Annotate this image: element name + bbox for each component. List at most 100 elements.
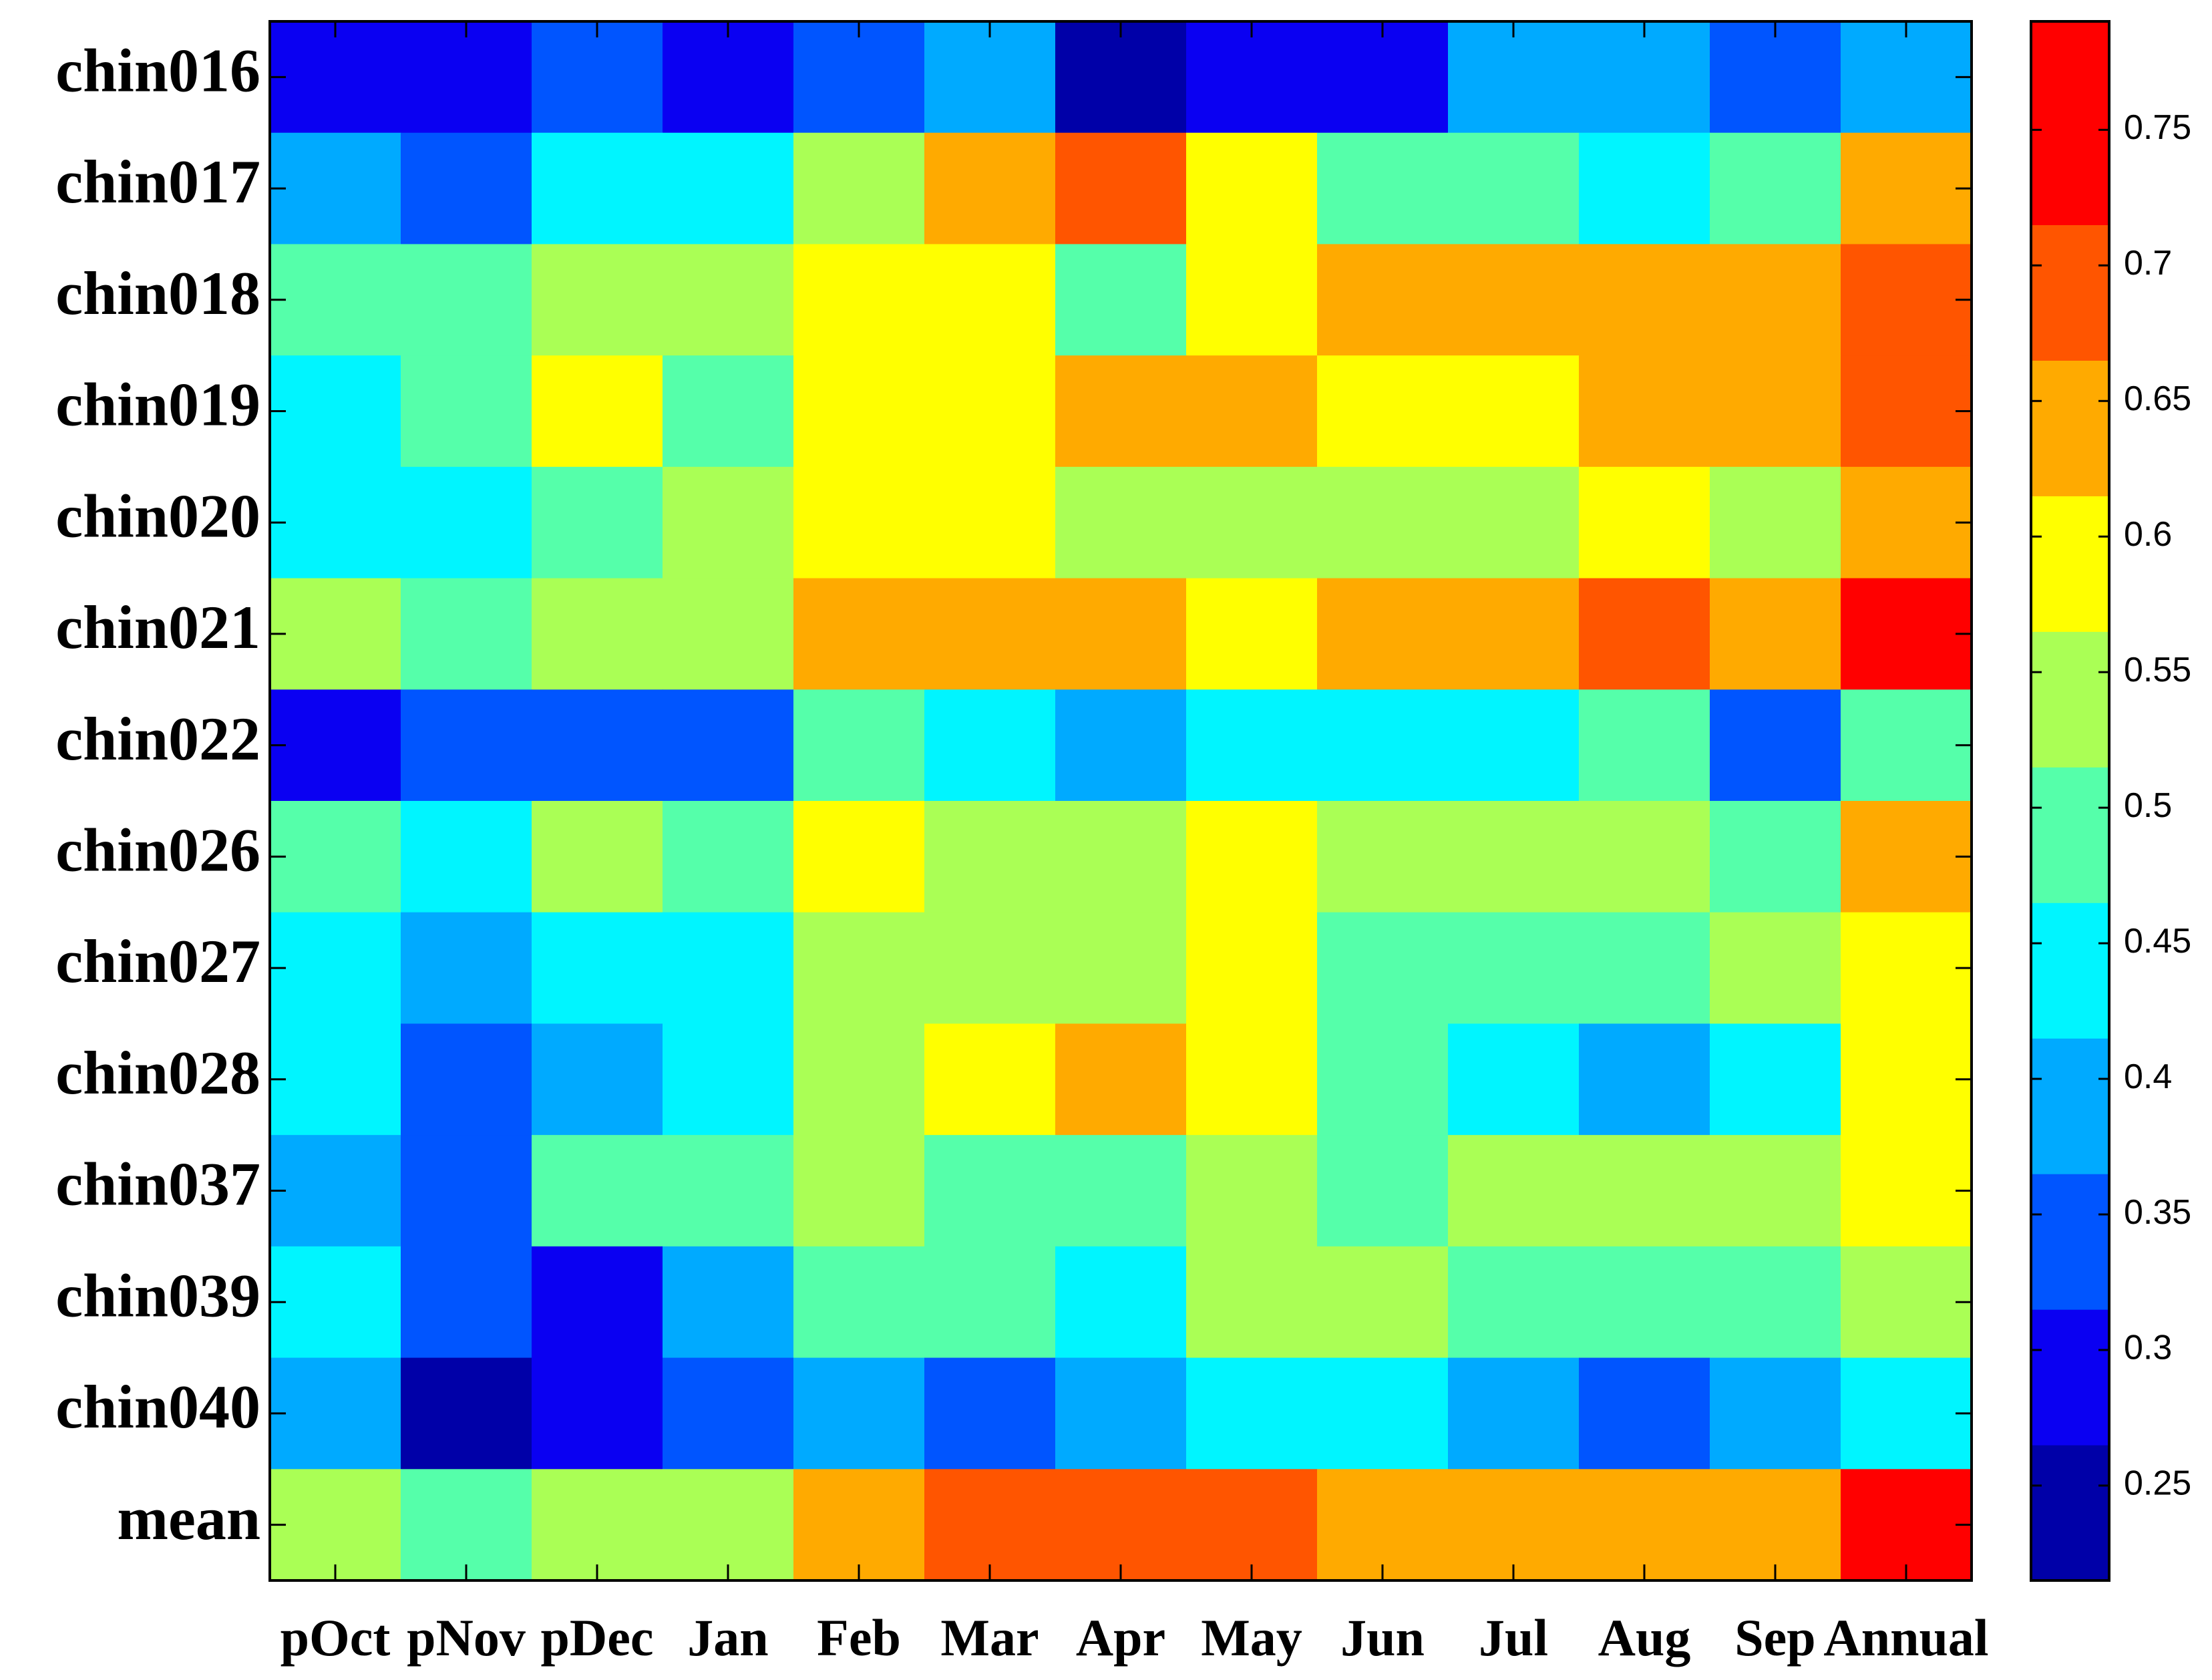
heatmap-cell-chin040-Jul	[1448, 1357, 1580, 1470]
heatmap-cell-chin022-Aug	[1579, 689, 1710, 802]
heatmap-cell-chin018-Mar	[924, 244, 1056, 356]
x-tick-label: pNov	[407, 1609, 526, 1667]
heatmap-cell-chin039-pDec	[532, 1246, 663, 1359]
heatmap-cell-chin021-Annual	[1841, 578, 1972, 690]
heatmap-cell-chin037-Apr	[1055, 1135, 1187, 1247]
heatmap-cell-chin039-Apr	[1055, 1246, 1187, 1359]
heatmap-cell-chin016-Mar	[924, 21, 1056, 134]
colorbar-bin	[2031, 902, 2109, 1039]
heatmap-cell-chin020-Jan	[663, 466, 794, 579]
y-axis-labels: chin016 chin017 chin018 chin019 chin020 chin0…	[55, 36, 260, 1552]
heatmap-cell-chin019-pNov	[401, 355, 532, 468]
x-axis-labels: pOct pNov pDec Jan Feb Mar Apr May Jun Jul Aug Sep A…	[281, 1609, 1989, 1667]
y-tick-label: chin016	[55, 36, 260, 104]
heatmap-cell-chin028-Jan	[663, 1023, 794, 1136]
heatmap-cell-chin016-Jun	[1317, 21, 1449, 134]
heatmap-cell-chin027-Jul	[1448, 912, 1580, 1025]
colorbar-bin	[2031, 21, 2109, 226]
x-tick-label: Jun	[1340, 1609, 1425, 1667]
heatmap-cell-chin039-Jan	[663, 1246, 794, 1359]
y-tick-label: chin018	[55, 259, 260, 327]
heatmap-cell-chin017-Sep	[1710, 132, 1841, 245]
heatmap-cell-chin039-pNov	[401, 1246, 532, 1359]
heatmap-cell-chin040-Sep	[1710, 1357, 1841, 1470]
heatmap-cell-chin037-Jan	[663, 1135, 794, 1247]
heatmap-cell-chin019-pDec	[532, 355, 663, 468]
heatmap-cell-chin026-May	[1186, 801, 1318, 913]
heatmap-cell-chin039-Mar	[924, 1246, 1056, 1359]
heatmap-cell-chin022-Annual	[1841, 689, 1972, 802]
heatmap-cell-chin039-pOct	[270, 1246, 401, 1359]
colorbar-frame	[2030, 20, 2110, 1582]
y-tick-label: chin028	[55, 1039, 260, 1107]
colorbar-tick-label: 0.25	[2124, 1464, 2191, 1503]
heatmap-cell-chin040-pNov	[401, 1357, 532, 1470]
heatmap-cell-chin022-Apr	[1055, 689, 1187, 802]
heatmap-cell-chin019-Jun	[1317, 355, 1449, 468]
heatmap-cell-chin026-pDec	[532, 801, 663, 913]
heatmap-cell-chin027-Mar	[924, 912, 1056, 1025]
heatmap-cell-chin026-Annual	[1841, 801, 1972, 913]
heatmap-cell-chin021-pDec	[532, 578, 663, 690]
heatmap-cell-chin021-Sep	[1710, 578, 1841, 690]
heatmap-cell-chin019-Feb	[793, 355, 925, 468]
heatmap-cell-chin026-Feb	[793, 801, 925, 913]
x-tick-label: Jan	[687, 1609, 768, 1667]
x-tick-label: Mar	[940, 1609, 1039, 1667]
heatmap-cell-chin027-Apr	[1055, 912, 1187, 1025]
heatmap-cell-chin040-Annual	[1841, 1357, 1972, 1470]
heatmap-cell-chin039-Feb	[793, 1246, 925, 1359]
heatmap-cell-chin028-pNov	[401, 1023, 532, 1136]
y-tick-label: mean	[117, 1484, 260, 1552]
heatmap-cell-chin016-Aug	[1579, 21, 1710, 134]
heatmap-cell-chin040-May	[1186, 1357, 1318, 1470]
heatmap-cell-chin020-Jun	[1317, 466, 1449, 579]
colorbar: 0.25 0.3 0.35 0.4 0.45 0.5 0.55 0.6 0.65 0.7 0.75	[2030, 20, 2191, 1582]
x-tick-label: Jul	[1479, 1609, 1548, 1667]
heatmap-cell-mean-Apr	[1055, 1469, 1187, 1581]
x-tick-label: pDec	[541, 1609, 654, 1667]
heatmap-cell-chin021-Jan	[663, 578, 794, 690]
heatmap-cell-chin027-Jun	[1317, 912, 1449, 1025]
heatmap-cell-chin017-pDec	[532, 132, 663, 245]
colorbar-tick-label: 0.5	[2124, 786, 2172, 825]
colorbar-tick-label: 0.35	[2124, 1193, 2191, 1232]
heatmap-cell-chin020-Aug	[1579, 466, 1710, 579]
heatmap-cell-chin040-Jan	[663, 1357, 794, 1470]
y-tick-label: chin021	[55, 593, 260, 661]
heatmap-cell-chin016-pDec	[532, 21, 663, 134]
heatmap-cell-chin019-Jan	[663, 355, 794, 468]
y-tick-label: chin017	[55, 148, 260, 216]
heatmap-cell-chin040-pDec	[532, 1357, 663, 1470]
heatmap-cell-chin028-Aug	[1579, 1023, 1710, 1136]
heatmap-cell-chin026-pNov	[401, 801, 532, 913]
heatmap-cell-chin016-Sep	[1710, 21, 1841, 134]
heatmap-cell-chin020-May	[1186, 466, 1318, 579]
x-tick-label: May	[1201, 1609, 1302, 1667]
heatmap-cell-chin016-Jul	[1448, 21, 1580, 134]
heatmap-cell-chin022-pOct	[270, 689, 401, 802]
heatmap-cell-chin022-pNov	[401, 689, 532, 802]
heatmap-cell-chin016-Jan	[663, 21, 794, 134]
heatmap-cell-chin019-Annual	[1841, 355, 1972, 468]
heatmap-cell-mean-Aug	[1579, 1469, 1710, 1581]
heatmap-cell-chin021-May	[1186, 578, 1318, 690]
heatmap-cell-chin037-Jun	[1317, 1135, 1449, 1247]
y-tick-label: chin022	[55, 705, 260, 773]
heatmap-cell-chin039-Jun	[1317, 1246, 1449, 1359]
heatmap-cell-chin039-Annual	[1841, 1246, 1972, 1359]
colorbar-tick-label: 0.55	[2124, 651, 2191, 689]
heatmap-cell-chin018-Annual	[1841, 244, 1972, 356]
heatmap-cell-chin017-Aug	[1579, 132, 1710, 245]
heatmap-cells	[270, 21, 1972, 1581]
heatmap-cell-chin027-Aug	[1579, 912, 1710, 1025]
colorbar-bin	[2031, 224, 2109, 361]
heatmap-cell-chin018-Jun	[1317, 244, 1449, 356]
heatmap-cell-chin017-Annual	[1841, 132, 1972, 245]
heatmap-cell-chin022-Jan	[663, 689, 794, 802]
heatmap-cell-chin037-Aug	[1579, 1135, 1710, 1247]
heatmap-cell-chin028-May	[1186, 1023, 1318, 1136]
heatmap-cell-chin020-Jul	[1448, 466, 1580, 579]
y-tick-label: chin027	[55, 927, 260, 995]
